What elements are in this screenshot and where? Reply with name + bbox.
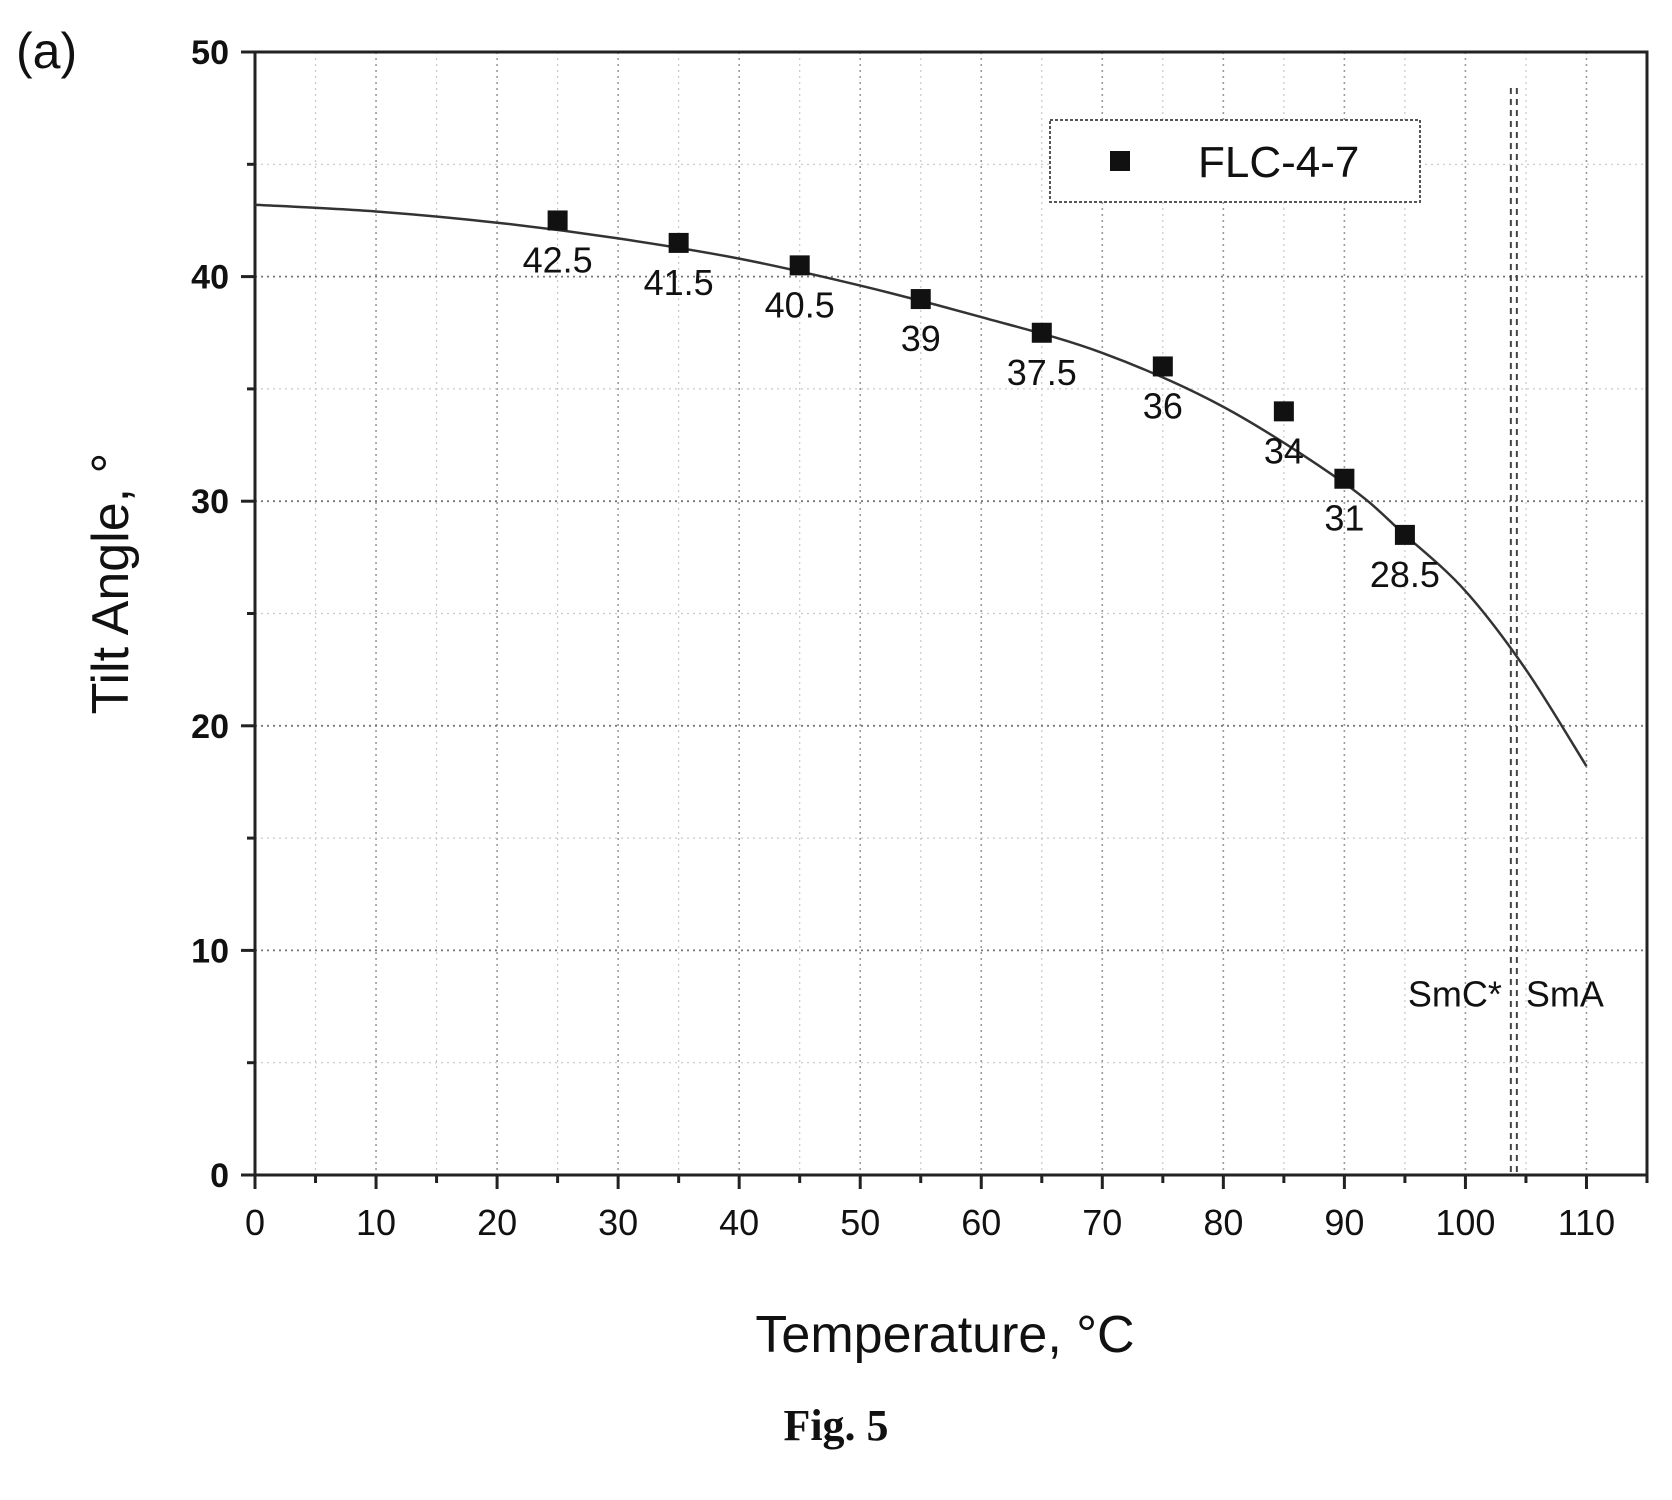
fit-curve-layer — [254, 203, 1588, 767]
figure-caption: Fig. 5 — [783, 1401, 888, 1450]
x-tick-label: 50 — [840, 1202, 880, 1243]
data-label: 40.5 — [765, 284, 835, 325]
data-point — [1273, 401, 1294, 422]
y-tick-label: 10 — [191, 932, 229, 970]
phase-label-sma: SmA — [1526, 974, 1604, 1015]
y-tick-label: 40 — [191, 259, 229, 297]
x-tick-label: 20 — [477, 1202, 517, 1243]
x-axis-ticks: 0 10 20 30 40 50 60 70 80 90 100 110 — [245, 1175, 1649, 1243]
y-tick-label: 20 — [191, 708, 229, 746]
panel-label: (a) — [16, 23, 77, 79]
data-label: 31 — [1324, 498, 1364, 539]
fit-curve — [254, 203, 1588, 767]
x-tick-label: 90 — [1324, 1202, 1364, 1243]
phase-label-smc: SmC* — [1408, 974, 1502, 1015]
data-point — [668, 232, 689, 253]
data-point — [1334, 468, 1355, 489]
data-label: 39 — [901, 318, 941, 359]
y-tick-label: 30 — [191, 483, 229, 521]
data-label: 34 — [1264, 430, 1304, 471]
data-point — [1394, 524, 1415, 545]
data-point — [547, 210, 568, 231]
x-tick-label: 0 — [245, 1202, 265, 1243]
legend-marker-square — [1110, 151, 1130, 171]
x-tick-label: 80 — [1203, 1202, 1243, 1243]
legend: FLC-4-7 — [1049, 119, 1421, 203]
data-label: 28.5 — [1370, 554, 1440, 595]
data-label: 37.5 — [1007, 352, 1077, 393]
y-axis-title: Tilt Angle, ° — [82, 453, 140, 715]
x-axis-title: Temperature, °C — [755, 1306, 1134, 1364]
x-tick-label: 10 — [356, 1202, 396, 1243]
data-label: 42.5 — [523, 239, 593, 280]
legend-entry-flc-4-7: FLC-4-7 — [1198, 138, 1359, 187]
x-tick-label: 40 — [719, 1202, 759, 1243]
y-axis-ticks: 0 10 20 30 40 50 — [191, 34, 255, 1195]
data-point — [789, 255, 810, 276]
data-label: 41.5 — [644, 262, 714, 303]
phase-boundary-layer — [1509, 88, 1518, 1175]
y-tick-label: 0 — [210, 1157, 229, 1195]
y-tick-label: 50 — [191, 34, 229, 72]
x-tick-label: 60 — [961, 1202, 1001, 1243]
x-tick-label: 70 — [1082, 1202, 1122, 1243]
x-tick-label: 30 — [598, 1202, 638, 1243]
data-point — [910, 289, 931, 310]
x-tick-label: 100 — [1435, 1202, 1495, 1243]
data-point — [1031, 322, 1052, 343]
x-tick-label: 110 — [1558, 1202, 1615, 1243]
data-point — [1152, 356, 1173, 377]
data-label: 36 — [1143, 385, 1183, 426]
